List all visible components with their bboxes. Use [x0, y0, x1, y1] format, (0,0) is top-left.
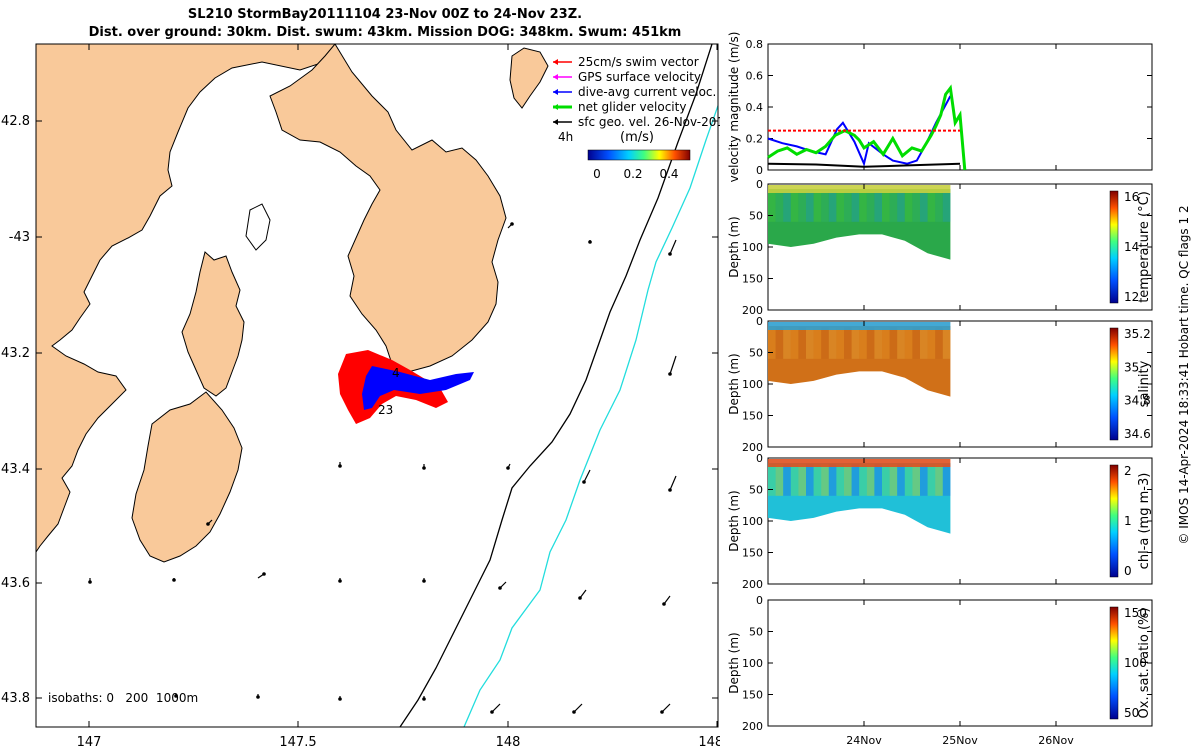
map-ytick-label: 43.4: [1, 462, 30, 477]
legend-entry: sfc geo. vel. 26-Nov-2011: [578, 115, 720, 129]
colorbar-tick-0: 0: [593, 167, 601, 181]
section-colorbar: [1109, 464, 1119, 578]
map-xtick-label: 148.5: [698, 735, 720, 750]
colorbar-tick-2: 0.4: [659, 167, 678, 181]
track-label-end: 23: [378, 403, 393, 417]
colorbar-tick-label: 100: [1124, 656, 1147, 670]
depth-axis-label: Depth (m): [727, 216, 741, 277]
depth-tick-label: 50: [749, 626, 763, 639]
depth-tick-label: 0: [756, 594, 763, 607]
depth-tick-label: 150: [742, 273, 763, 286]
colorbar-tick-label: 16: [1124, 190, 1139, 204]
depth-tick-label: 200: [742, 578, 763, 591]
depth-tick-label: 50: [749, 484, 763, 497]
depth-tick-label: 50: [749, 347, 763, 360]
isobaths-label: isobaths: 0 200 1000m: [48, 691, 198, 705]
tasman-peninsula-land: [131, 391, 243, 563]
velocity-ytick-label: 0.4: [746, 101, 764, 114]
map-xtick-label: 148: [496, 735, 521, 750]
velocity-ylabel: velocity magnitude (m/s): [727, 32, 741, 183]
timeseries-panels: 0 0.2 0.4 0.6 0.8 velocity magnitude (m/s) 0 5…: [727, 32, 1153, 747]
legend-entry: 25cm/s swim vector: [578, 55, 699, 69]
credit-text: © IMOS 14-Apr-2024 18:33:41 Hobart time.…: [1177, 205, 1191, 545]
peninsula-land: [181, 251, 245, 397]
depth-axis-label: Depth (m): [727, 490, 741, 551]
velocity-magnitude-plot: 0 0.2 0.4 0.6 0.8 velocity magnitude (m/s): [727, 32, 1153, 183]
colorbar-tick-label: 12: [1124, 290, 1139, 304]
colorbar-tick-label: 35.2: [1124, 327, 1151, 341]
maria-island-land: [509, 47, 549, 109]
depth-axis-label: Depth (m): [727, 353, 741, 414]
mainland-land: [36, 44, 336, 553]
colorbar-tick-label: 150: [1124, 606, 1147, 620]
depth-tick-label: 150: [742, 410, 763, 423]
date-tick-label: 26Nov: [1038, 734, 1074, 747]
depth-tick-label: 200: [742, 720, 763, 733]
map-xtick-label: 147.5: [279, 735, 316, 750]
colorbar-tick-label: 34.8: [1124, 394, 1151, 408]
depth-tick-label: 0: [756, 315, 763, 328]
depth-tick-label: 150: [742, 547, 763, 560]
plot-title-line1: SL210 StormBay20111104 23-Nov 00Z to 24-…: [187, 7, 583, 22]
time-label: 4h: [558, 130, 573, 144]
map-ytick-label: 43.8: [1, 691, 30, 706]
plot-title-line2: Dist. over ground: 30km. Dist. swum: 43k…: [88, 25, 682, 40]
colorbar-tick-label: 34.6: [1124, 427, 1151, 441]
current-vectors-track: [362, 366, 474, 410]
section-colorbar: [1109, 190, 1119, 304]
section-colorbar: [1109, 327, 1119, 441]
colorbar-label: salinity: [1137, 360, 1152, 407]
depth-tick-label: 100: [742, 241, 763, 254]
chla-panel-plot: 0 50 100 150 200 Depth (m) 2 1 0 chl-a (mg m-3): [727, 452, 1153, 591]
colorbar-tick-label: 14: [1124, 240, 1139, 254]
legend-entry: dive-avg current veloc.: [578, 85, 716, 99]
legend-entry: GPS surface velocity: [578, 70, 701, 84]
velocity-ytick-label: 0.8: [746, 38, 764, 51]
legend-entry: net glider velocity: [578, 100, 686, 114]
depth-tick-label: 150: [742, 689, 763, 702]
velocity-ytick-label: 0: [756, 164, 763, 177]
depth-tick-label: 200: [742, 441, 763, 454]
map-ytick-label: 43.2: [1, 346, 30, 361]
map-ytick-label: 42.8: [1, 114, 30, 129]
colorbar-tick-label: 35: [1124, 360, 1139, 374]
colorbar-tick-label: 50: [1124, 706, 1139, 720]
colorbar-tick-label: 2: [1124, 464, 1132, 478]
salinity-panel-plot: 0 50 100 150 200 Depth (m) 35.2 35 34.8 34.6 salin…: [727, 315, 1153, 454]
velocity-series-line: [767, 162, 961, 168]
velocity-ytick-label: 0.6: [746, 70, 764, 83]
velocity-series-line: [767, 84, 967, 171]
track-label-start: 4: [392, 366, 400, 380]
map-ytick-label: 43.6: [1, 576, 30, 591]
velocity-ytick-label: 0.2: [746, 133, 764, 146]
depth-tick-label: 0: [756, 452, 763, 465]
date-tick-label: 24Nov: [846, 734, 882, 747]
colorbar-label: temperature (°C): [1137, 191, 1152, 303]
depth-tick-label: 200: [742, 304, 763, 317]
depth-tick-label: 100: [742, 657, 763, 670]
colorbar-tick-1: 0.2: [623, 167, 642, 181]
colorbar-label: Ox. sat. ratio (%): [1137, 608, 1152, 719]
colorbar-tick-label: 1: [1124, 514, 1132, 528]
depth-tick-label: 50: [749, 210, 763, 223]
geo-velocity-arrows: [88, 222, 677, 714]
colorbar-label: chl-a (mg m-3): [1137, 473, 1152, 570]
colorbar-tick-label: 0: [1124, 564, 1132, 578]
map-ytick-label: -43: [9, 230, 30, 245]
section-colorbar: [1109, 606, 1119, 720]
isobath-1000m: [463, 103, 718, 727]
depth-axis-label: Depth (m): [727, 632, 741, 693]
colorbar-title: (m/s): [620, 130, 654, 145]
map-xtick-label: 147: [77, 735, 102, 750]
depth-tick-label: 0: [756, 178, 763, 191]
depth-tick-label: 100: [742, 378, 763, 391]
map-panel: 4 23 147 147.5 148 148.5 42.8 -43 43.2 43.4 43.6…: [1, 43, 720, 750]
speed-colorbar: [587, 149, 691, 161]
depth-tick-label: 100: [742, 515, 763, 528]
date-tick-label: 25Nov: [942, 734, 978, 747]
isobath-200m: [399, 44, 713, 727]
